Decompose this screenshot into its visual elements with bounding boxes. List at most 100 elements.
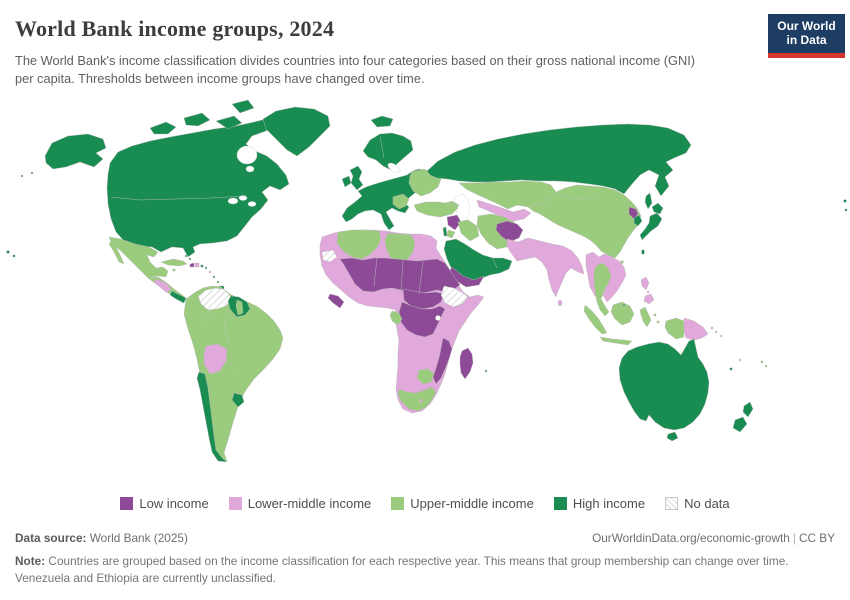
tasmania[interactable] <box>666 431 679 442</box>
country-south-korea[interactable] <box>633 214 643 227</box>
license-link[interactable]: CC BY <box>798 531 835 545</box>
lesser-antilles[interactable] <box>208 270 212 274</box>
country-costa-rica-panama[interactable] <box>169 290 187 304</box>
country-puerto-rico[interactable] <box>200 264 204 268</box>
region-alaska[interactable] <box>44 133 107 170</box>
country-bolivia[interactable] <box>203 343 228 375</box>
country-japan-hokkaido[interactable] <box>651 202 664 215</box>
region-central-asia[interactable] <box>476 199 532 222</box>
aleutian-islands[interactable] <box>30 171 34 175</box>
country-jamaica[interactable] <box>172 268 176 272</box>
country-botswana[interactable] <box>416 368 435 385</box>
country-russia[interactable] <box>426 123 692 197</box>
canadian-arctic-islands[interactable] <box>149 121 177 135</box>
baja-california[interactable] <box>108 240 125 265</box>
hainan[interactable] <box>620 260 624 264</box>
country-afghanistan[interactable] <box>495 220 524 243</box>
country-south-africa[interactable] <box>397 386 437 412</box>
region-balkans[interactable] <box>392 193 410 210</box>
country-iraq[interactable] <box>457 219 480 242</box>
lesser-antilles[interactable] <box>204 266 208 270</box>
country-mauritius[interactable] <box>484 369 488 373</box>
canadian-arctic-islands[interactable] <box>183 112 211 127</box>
country-philippines-mindanao[interactable] <box>643 293 655 305</box>
lesser-antilles[interactable] <box>216 280 220 284</box>
new-zealand-north[interactable] <box>742 401 754 418</box>
country-greenland[interactable] <box>262 106 331 157</box>
sakhalin[interactable] <box>644 192 653 210</box>
java[interactable] <box>599 336 633 346</box>
region-india-pakistan[interactable] <box>506 237 585 298</box>
country-north-korea[interactable] <box>628 206 639 220</box>
moluccas[interactable] <box>656 320 660 324</box>
owid-url-link[interactable]: OurWorldinData.org/economic-growth <box>592 531 790 545</box>
chukotka-wrap[interactable] <box>843 199 847 203</box>
region-canada-usa[interactable] <box>106 118 290 258</box>
country-brunei[interactable] <box>622 303 626 307</box>
moluccas[interactable] <box>653 313 657 317</box>
country-chile[interactable] <box>196 371 228 463</box>
lesser-antilles[interactable] <box>212 275 216 279</box>
country-thailand-malaysia[interactable] <box>593 262 612 317</box>
legend-item-low-income[interactable]: Low income <box>120 496 209 511</box>
country-jordan[interactable] <box>446 229 456 239</box>
country-iceland[interactable] <box>370 115 394 128</box>
chukotka-wrap[interactable] <box>844 208 848 212</box>
country-australia[interactable] <box>618 338 710 431</box>
hawaii[interactable] <box>6 250 10 254</box>
country-ethiopia-nodata[interactable] <box>440 285 469 308</box>
country-madagascar[interactable] <box>459 347 474 380</box>
country-algeria[interactable] <box>336 229 382 260</box>
bahamas[interactable] <box>184 254 188 258</box>
country-ireland[interactable] <box>341 175 352 188</box>
aleutian-islands[interactable] <box>20 174 24 178</box>
country-israel[interactable] <box>442 226 448 237</box>
indonesian-papua[interactable] <box>664 317 685 340</box>
country-cuba[interactable] <box>160 258 188 267</box>
country-syria[interactable] <box>446 214 462 231</box>
sumatra[interactable] <box>583 304 608 335</box>
solomon-islands[interactable] <box>714 330 718 334</box>
legend-item-no-data[interactable]: No data <box>665 496 730 511</box>
canadian-arctic-islands[interactable] <box>231 99 255 114</box>
country-taiwan[interactable] <box>641 249 645 255</box>
fiji[interactable] <box>760 360 764 364</box>
vanuatu[interactable] <box>738 358 742 362</box>
borneo[interactable] <box>610 301 635 326</box>
country-suriname[interactable] <box>235 299 244 316</box>
country-japan-honshu[interactable] <box>639 212 663 241</box>
country-uruguay[interactable] <box>231 392 245 408</box>
country-papua-new-guinea[interactable] <box>683 317 709 341</box>
country-sri-lanka[interactable] <box>557 299 563 307</box>
country-honduras-nicaragua[interactable] <box>153 278 172 294</box>
country-haiti[interactable] <box>189 262 195 268</box>
country-mexico[interactable] <box>108 236 169 279</box>
country-united-kingdom[interactable] <box>349 165 364 191</box>
country-gabon[interactable] <box>389 310 403 326</box>
western-sahara-nodata[interactable] <box>321 249 338 263</box>
country-malawi-mozambique[interactable] <box>432 337 453 385</box>
country-philippines-luzon[interactable] <box>640 276 650 291</box>
visayas[interactable] <box>646 290 650 294</box>
bahamas[interactable] <box>188 257 192 261</box>
region-car-south-sudan[interactable] <box>402 288 445 310</box>
country-lesotho[interactable] <box>419 399 423 403</box>
country-sierra-leone-liberia[interactable] <box>327 293 345 309</box>
legend-item-high-income[interactable]: High income <box>553 496 645 511</box>
owid-logo[interactable]: Our World in Data <box>768 14 845 58</box>
new-zealand-south[interactable] <box>732 416 748 433</box>
sulawesi[interactable] <box>639 306 652 328</box>
country-dominican-republic[interactable] <box>194 262 200 268</box>
country-turkey[interactable] <box>413 201 459 218</box>
region-scandinavia[interactable] <box>362 132 414 171</box>
region-china-mongolia[interactable] <box>527 184 642 259</box>
hawaii[interactable] <box>12 254 16 258</box>
legend-item-upper-middle-income[interactable]: Upper-middle income <box>391 496 534 511</box>
solomon-islands[interactable] <box>719 334 723 338</box>
legend-item-lower-middle-income[interactable]: Lower-middle income <box>228 496 371 511</box>
region-drc-uganda[interactable] <box>398 301 446 338</box>
fiji[interactable] <box>764 364 768 368</box>
new-britain[interactable] <box>710 326 714 330</box>
canadian-arctic-islands[interactable] <box>215 115 243 130</box>
new-caledonia[interactable] <box>729 367 733 371</box>
